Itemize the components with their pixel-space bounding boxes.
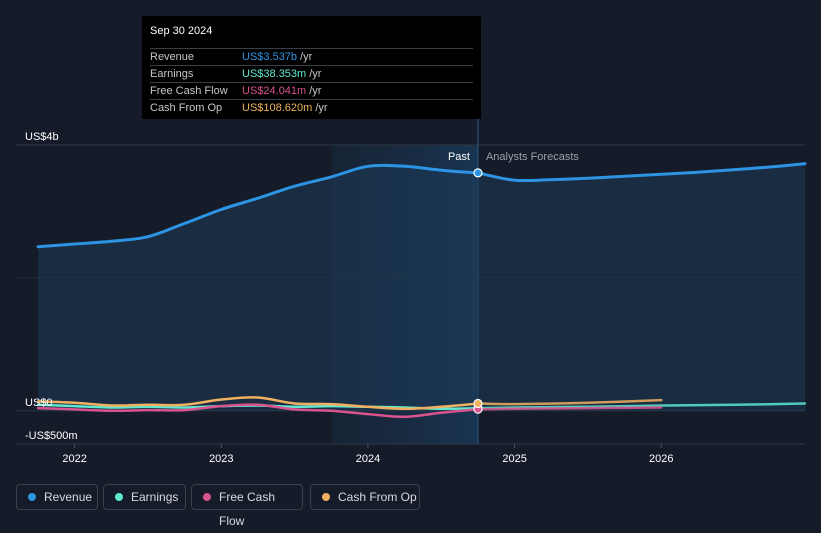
legend-dot-icon [322, 493, 330, 501]
tooltip-row-free-cash-flow: Free Cash Flow US$24.041m/yr [150, 82, 473, 100]
x-tick-label: 2024 [356, 453, 380, 465]
cash-from-op-line [36, 396, 480, 411]
legend-item-earnings[interactable]: Earnings [103, 484, 186, 510]
tooltip-label: Revenue [150, 51, 195, 63]
legend-dot-icon [115, 493, 123, 501]
forecast-label: Analysts Forecasts [486, 151, 579, 163]
free-cash-flow-line [36, 403, 480, 419]
legend-dot-icon [203, 493, 211, 501]
revenue-area [38, 163, 805, 411]
tooltip-unit: /yr [315, 102, 328, 114]
free-cash-flow-forecast-line [476, 406, 663, 411]
cash-from-op-forecast-line [476, 398, 663, 406]
tooltip-row-cash-from-op: Cash From Op US$108.620m/yr [150, 99, 473, 117]
revenue-forecast-line [476, 162, 807, 183]
legend-item-cash-from-op[interactable]: Cash From Op [310, 484, 420, 510]
y-tick-label: US$0 [25, 397, 53, 409]
tooltip-label: Earnings [150, 68, 194, 80]
tooltip-label: Cash From Op [150, 102, 223, 114]
tooltip-value: US$24.041m [242, 85, 307, 97]
x-tick-label: 2025 [502, 453, 526, 465]
past-label: Past [448, 151, 470, 163]
legend-label: Earnings [131, 490, 179, 504]
tooltip-row-revenue: Revenue US$3.537b/yr [150, 48, 473, 66]
legend-item-free-cash-flow[interactable]: Free Cash Flow [191, 484, 303, 528]
tooltip-unit: /yr [300, 51, 313, 63]
legend-label: Cash From Op [338, 490, 417, 504]
cash-from-op-marker [473, 398, 483, 409]
earnings-forecast-line [476, 402, 807, 410]
revenue-line [36, 163, 480, 249]
x-tick-label: 2026 [649, 453, 673, 465]
revenue-marker [473, 168, 483, 178]
tooltip-unit: /yr [309, 85, 322, 97]
x-tick-label: 2022 [62, 453, 86, 465]
tooltip-unit: /yr [309, 68, 322, 80]
tooltip-value: US$38.353m [242, 68, 307, 80]
tooltip-value: US$108.620m [242, 102, 313, 114]
tooltip-value: US$3.537b [242, 51, 298, 63]
tooltip: Sep 30 2024 Revenue US$3.537b/yr Earning… [142, 16, 481, 119]
legend-item-revenue[interactable]: Revenue [16, 484, 98, 510]
y-tick-label: US$4b [25, 131, 59, 143]
legend-label: Revenue [44, 490, 93, 504]
tooltip-label: Free Cash Flow [150, 85, 228, 97]
legend-dot-icon [28, 493, 36, 501]
y-tick-label: -US$500m [25, 430, 78, 442]
tooltip-date: Sep 30 2024 [150, 25, 213, 37]
x-tick-label: 2023 [209, 453, 233, 465]
tooltip-row-earnings: Earnings US$38.353m/yr [150, 65, 473, 83]
